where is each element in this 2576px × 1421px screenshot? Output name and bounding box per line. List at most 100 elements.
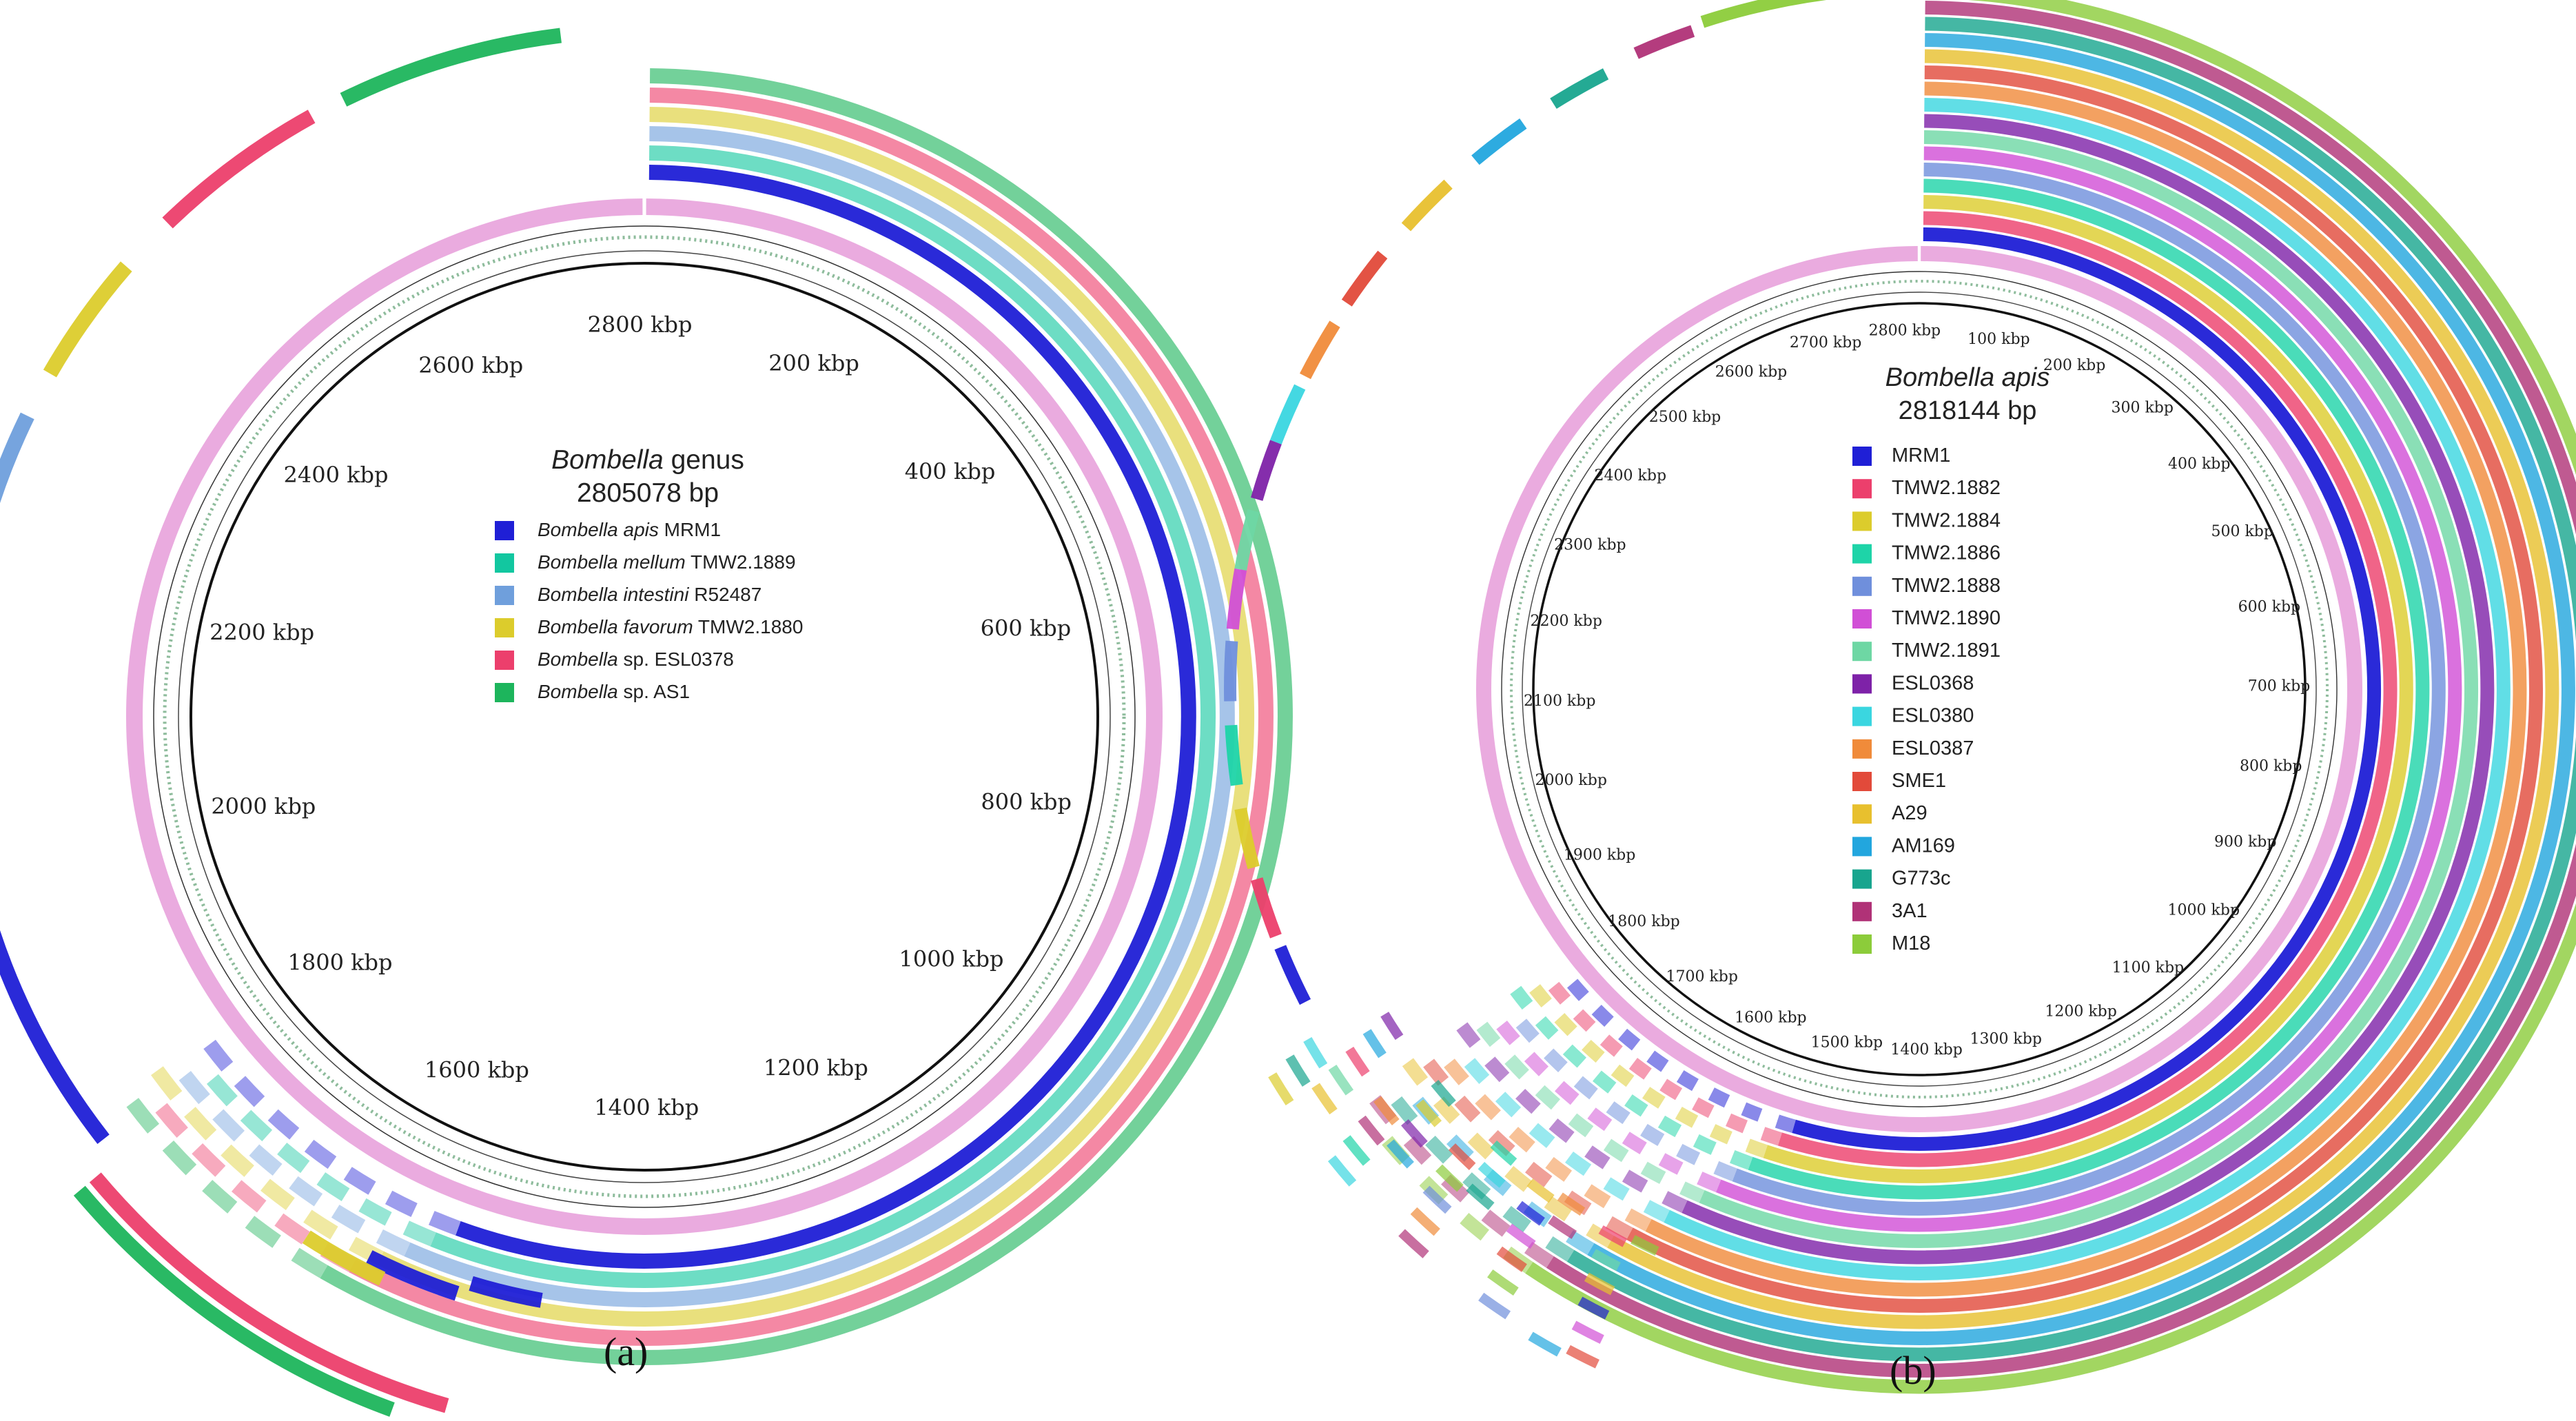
panel-a-blast-fragment bbox=[303, 1209, 338, 1240]
panel-b-legend-swatch bbox=[1852, 479, 1872, 499]
panel-b-tick-labels: 100 kbp 200 kbp 300 kbp 400 kbp 500 kbp 600 k… bbox=[1524, 322, 2310, 1059]
panel-b-legend-swatch bbox=[1852, 837, 1872, 857]
panel-b-blast-fragment bbox=[1592, 1070, 1617, 1094]
panel-b-unique-fragment bbox=[1478, 1162, 1506, 1188]
panel-a-unique-region bbox=[365, 1250, 460, 1301]
panel-b-unique-fragment bbox=[1362, 1029, 1387, 1059]
panel-b-blast-fragment bbox=[1504, 1054, 1529, 1080]
panel-b-legend-swatch bbox=[1852, 447, 1872, 466]
panel-b-legend-swatch bbox=[1852, 576, 1872, 596]
panel-a-gc-baseline bbox=[178, 250, 1111, 1183]
panel-b-blast-fragment bbox=[1524, 1052, 1549, 1076]
panel-b-tick-label: 2000 kbp bbox=[1535, 772, 1606, 789]
panel-b-legend-item: TMW2.1888 bbox=[1892, 575, 2001, 597]
panel-b-blast-fragment bbox=[1611, 1064, 1635, 1087]
panel-a-blast-fragment bbox=[240, 1110, 273, 1142]
panel-a-legend: Bombella genus 2805078 bp Bombella apis … bbox=[495, 445, 803, 702]
panel-a-blast-fragment bbox=[126, 1098, 160, 1134]
panel-b-blast-fragment bbox=[1599, 1034, 1623, 1057]
panel-b-unique-fragment bbox=[1557, 1192, 1586, 1216]
panel-a-genome-size: 2805078 bp bbox=[577, 478, 719, 508]
panel-b-blast-fragment bbox=[1515, 1088, 1541, 1114]
panel-b-blast-fragment bbox=[1676, 1070, 1699, 1092]
panel-b-legend-swatch bbox=[1852, 609, 1872, 628]
panel-b-tick-label: 1900 kbp bbox=[1564, 846, 1635, 863]
panel-b-legend-item: MRM1 bbox=[1892, 444, 1950, 467]
panel-b-unique-fragment bbox=[1591, 1249, 1621, 1271]
panel-b-legend-swatch bbox=[1852, 772, 1872, 791]
panel-b-unique-fragment bbox=[1487, 1269, 1519, 1296]
panel-b-tick-label: 1300 kbp bbox=[1970, 1031, 2041, 1048]
panel-b-blast-fragment bbox=[1502, 1205, 1532, 1233]
panel-b-unique-fragment bbox=[1358, 1115, 1385, 1146]
panel-a-legend-swatch bbox=[495, 586, 514, 605]
panel-a-blast-fragment bbox=[178, 1071, 210, 1105]
panel-b-blast-ring-1 bbox=[1792, 227, 2381, 1151]
panel-a-tick-label: 2400 kbp bbox=[284, 462, 389, 488]
panel-b-blast-ring-12 bbox=[1607, 49, 2559, 1329]
panel-b-unique-fragment bbox=[1548, 1215, 1577, 1239]
panel-b-blast-fragment bbox=[1545, 1156, 1573, 1182]
panel-b-tick-label: 2700 kbp bbox=[1790, 334, 1861, 351]
panel-b-unique-region bbox=[1225, 724, 1243, 786]
panel-a-unique-region bbox=[340, 28, 562, 107]
panel-b-blast-fragment bbox=[1504, 1165, 1533, 1192]
panel-b-blast-fragment bbox=[1403, 1136, 1432, 1165]
panel-b-tick-label: 700 kbp bbox=[2248, 678, 2310, 695]
panel-b-blast-fragment bbox=[1775, 1114, 1796, 1134]
panel-b-blast-fragment bbox=[1462, 1172, 1491, 1200]
panel-b-blast-fragment bbox=[1618, 1028, 1641, 1051]
panel-b-legend-swatch bbox=[1852, 869, 1872, 889]
panel-a-unique-region bbox=[0, 930, 110, 1144]
panel-b-unique-fragment bbox=[1526, 1178, 1555, 1203]
panel-b-blast-fragment bbox=[1484, 1056, 1510, 1083]
panel-a-legend-swatch bbox=[495, 618, 514, 637]
panel-b-blast-fragment bbox=[1646, 1050, 1669, 1072]
panel-a-blast-fragment bbox=[316, 1172, 350, 1202]
panel-a-blast-ring-6 bbox=[320, 68, 1293, 1365]
panel-b-unique-region bbox=[1224, 640, 1238, 702]
panel-b-tick-label: 1100 kbp bbox=[2112, 959, 2184, 977]
panel-b-blast-fragment bbox=[1444, 1059, 1469, 1085]
panel-b-tick-label: 100 kbp bbox=[1967, 331, 2030, 348]
panel-b-unique-region bbox=[1633, 25, 1695, 59]
panel-a-title: Bombella genus bbox=[551, 445, 744, 475]
panel-b-blast-fragment bbox=[1697, 1172, 1721, 1193]
panel-a-blast-fragment bbox=[402, 1220, 436, 1247]
panel-a-blast-fragment bbox=[192, 1143, 226, 1177]
panel-a-blast-fragment bbox=[245, 1216, 281, 1248]
panel-a-blast-fragment bbox=[206, 1074, 238, 1107]
panel-a-blast-fragment bbox=[428, 1211, 461, 1236]
panel-b-blast-fragment bbox=[1675, 1107, 1699, 1128]
panel-b-blast-fragment bbox=[1524, 1241, 1554, 1268]
panel-b-blast-fragment bbox=[1566, 979, 1589, 1001]
panel-b-blast-ring-3 bbox=[1763, 195, 2413, 1183]
panel-a-legend-swatch bbox=[495, 683, 514, 702]
panel-a-unique-region bbox=[162, 110, 316, 229]
panel-b-legend: Bombella apis 2818144 bp MRM1 TMW2.1882 TM… bbox=[1852, 363, 2049, 954]
panel-b-blast-fragment bbox=[1535, 1085, 1560, 1110]
panel-b-blast-fragment bbox=[1562, 1044, 1587, 1068]
panel-b-unique-region bbox=[1234, 808, 1260, 870]
panel-a-backbone-circle bbox=[190, 262, 1099, 1172]
panel-a-blast-fragment bbox=[343, 1167, 376, 1195]
panel-a-tick-label: 1200 kbp bbox=[764, 1055, 868, 1081]
panel-b-blast-fragment bbox=[1587, 1107, 1613, 1132]
panel-a-legend-item: Bombella sp. AS1 bbox=[538, 681, 690, 702]
panel-a-unique-region bbox=[43, 261, 132, 378]
panel-a-tick-label: 2600 kbp bbox=[418, 352, 523, 378]
panel-b-blast-fragment bbox=[1622, 1169, 1648, 1193]
panel-b-blast-fragment bbox=[1475, 1094, 1501, 1121]
panel-a-blast-fragment bbox=[267, 1109, 300, 1140]
panel-b-blast-fragment bbox=[1568, 1113, 1594, 1138]
panel-b-unique-fragment bbox=[1303, 1036, 1328, 1069]
panel-a-tick-label: 1000 kbp bbox=[899, 945, 1004, 972]
panel-b-unique-fragment bbox=[1380, 1012, 1404, 1040]
panel-b-label: (b) bbox=[1890, 1348, 1936, 1393]
panel-a-blast-fragment bbox=[331, 1205, 366, 1234]
panel-b-unique-fragment bbox=[1268, 1072, 1294, 1105]
panel-b-blast-fragment bbox=[1456, 1022, 1481, 1048]
panel-b-unique-fragment bbox=[1478, 1292, 1511, 1320]
panel-b-tick-label: 400 kbp bbox=[2168, 456, 2230, 473]
panel-a-unique-region bbox=[73, 1185, 395, 1417]
